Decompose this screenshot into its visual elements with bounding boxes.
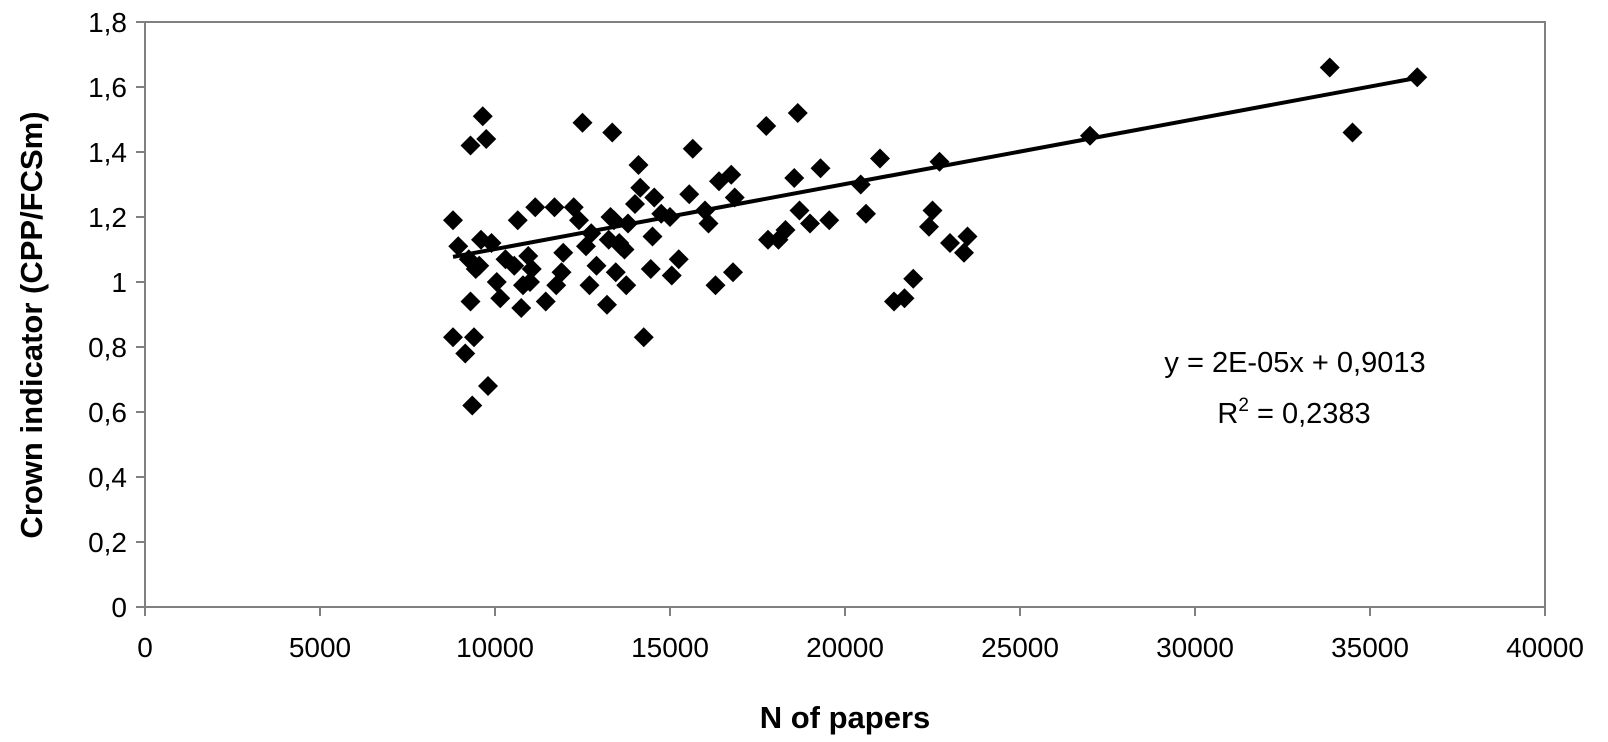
data-point (789, 200, 810, 221)
data-point (775, 220, 796, 240)
data-point (800, 213, 820, 234)
data-point (544, 197, 565, 218)
trendline (452, 75, 1420, 259)
data-point (520, 272, 540, 292)
y-axis: 0 0,2 0,4 0,6 0,8 1 1,2 1,4 1,6 1,8 (88, 7, 145, 623)
data-point (940, 233, 960, 253)
data-point (462, 395, 483, 416)
x-axis: 0 5000 10000 15000 20000 25000 30000 35000 40000 (137, 607, 1584, 663)
x-tick-label: 10000 (456, 632, 534, 663)
r-squared-superscript: 2 (1238, 395, 1249, 416)
trendline-equation: y = 2E-05x + 0,9013 (1164, 347, 1425, 379)
data-point (723, 262, 743, 283)
data-point (490, 288, 511, 309)
data-point (472, 106, 493, 127)
data-point (784, 168, 805, 188)
data-point (507, 210, 528, 231)
data-point (443, 210, 463, 231)
data-point (630, 177, 651, 198)
data-point (521, 259, 542, 279)
data-point (476, 129, 497, 149)
data-point (460, 135, 481, 156)
data-point (553, 242, 574, 263)
data-point (682, 138, 703, 159)
x-tick-label: 20000 (806, 632, 884, 663)
data-point (698, 213, 719, 234)
y-tick-label: 0,4 (88, 462, 127, 493)
data-point (455, 343, 476, 364)
data-point (579, 275, 600, 296)
x-tick-label: 30000 (1156, 632, 1234, 663)
data-point (511, 298, 532, 318)
data-point (850, 174, 871, 195)
data-point (460, 291, 481, 312)
data-point (597, 294, 617, 315)
data-point (525, 197, 546, 218)
data-point (856, 203, 876, 224)
data-points (443, 57, 1428, 416)
data-point (1342, 122, 1363, 143)
x-tick-label: 15000 (631, 632, 709, 663)
data-point (616, 275, 637, 296)
data-point (551, 262, 572, 283)
data-point (819, 210, 840, 231)
data-point (504, 255, 525, 276)
data-point (586, 255, 607, 276)
data-point (605, 262, 626, 283)
data-point (478, 376, 498, 396)
data-point (756, 116, 777, 136)
data-point (668, 249, 689, 270)
data-point (486, 272, 507, 292)
data-point (443, 327, 463, 348)
data-point (572, 112, 593, 133)
data-point (633, 327, 654, 348)
data-point (625, 194, 645, 214)
x-tick-label: 5000 (289, 632, 351, 663)
data-point (787, 103, 808, 123)
x-tick-label: 40000 (1506, 632, 1584, 663)
y-tick-label: 1,2 (88, 202, 127, 233)
y-tick-label: 1,4 (88, 137, 127, 168)
data-point (957, 226, 978, 247)
y-tick-label: 0,2 (88, 527, 127, 558)
data-point (810, 158, 831, 179)
data-point (448, 236, 469, 257)
y-tick-label: 1 (111, 267, 127, 298)
data-point (535, 291, 556, 312)
data-point (614, 239, 635, 260)
data-point (464, 327, 484, 348)
x-tick-label: 35000 (1331, 632, 1409, 663)
y-tick-label: 1,8 (88, 7, 127, 38)
data-point (721, 164, 742, 185)
y-axis-title: Crown indicator (CPP/FCSm) (14, 111, 49, 538)
data-point (758, 229, 778, 250)
data-point (919, 216, 939, 237)
data-point (870, 148, 890, 169)
data-point (894, 288, 915, 309)
y-tick-label: 0,6 (88, 397, 127, 428)
y-tick-label: 0 (111, 592, 127, 623)
data-point (569, 210, 589, 231)
data-point (922, 200, 943, 221)
data-point (661, 265, 682, 286)
data-point (679, 184, 700, 205)
x-axis-title: N of papers (760, 700, 931, 735)
y-tick-label: 0,8 (88, 332, 127, 363)
data-point (903, 268, 924, 289)
x-tick-label: 0 (137, 632, 153, 663)
data-point (628, 155, 649, 175)
data-point (1319, 57, 1340, 78)
data-point (642, 226, 663, 247)
data-point (469, 255, 490, 276)
data-point (640, 259, 661, 279)
data-point (602, 122, 623, 143)
data-point (705, 275, 726, 296)
x-tick-label: 25000 (981, 632, 1059, 663)
data-point (644, 187, 665, 208)
r-squared-label: R2 = 0,2383 (1217, 395, 1370, 430)
y-tick-label: 1,6 (88, 72, 127, 103)
data-point (954, 242, 974, 263)
plot-area-frame (144, 21, 1546, 608)
